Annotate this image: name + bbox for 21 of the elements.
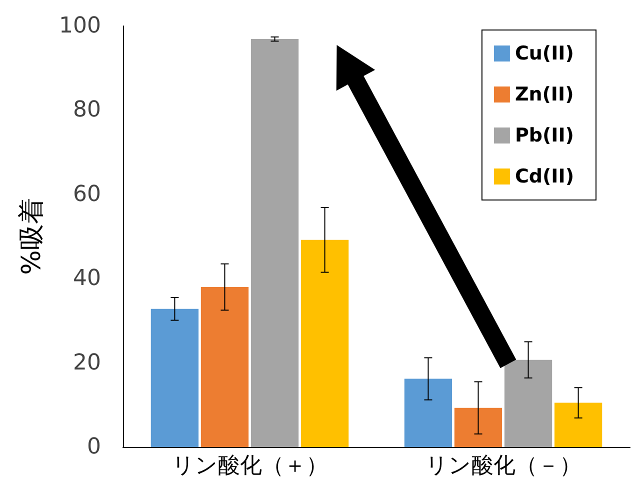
bar [504,360,552,447]
legend-label: Cu(II) [514,42,574,64]
legend-label: Pb(II) [514,124,574,146]
bar [454,408,502,447]
bar [554,402,602,447]
y-tick-label: 40 [73,266,101,292]
legend-label: Zn(II) [514,84,574,106]
y-tick-label: 80 [73,98,101,123]
y-tick-label: 20 [73,350,101,376]
y-axis-title: %吸着 [17,198,47,275]
y-tick-label: 60 [73,182,101,207]
y-tick-label: 0 [87,434,101,460]
bar [404,378,452,447]
bar [200,287,249,447]
x-tick-label: リン酸化（＋） [172,454,328,478]
legend-label: Cd(II) [514,166,574,188]
x-tick-label: リン酸化（－） [425,454,582,478]
bar [250,39,299,447]
y-tick-label: 100 [59,14,101,38]
bar [150,308,199,447]
bar [300,240,349,447]
